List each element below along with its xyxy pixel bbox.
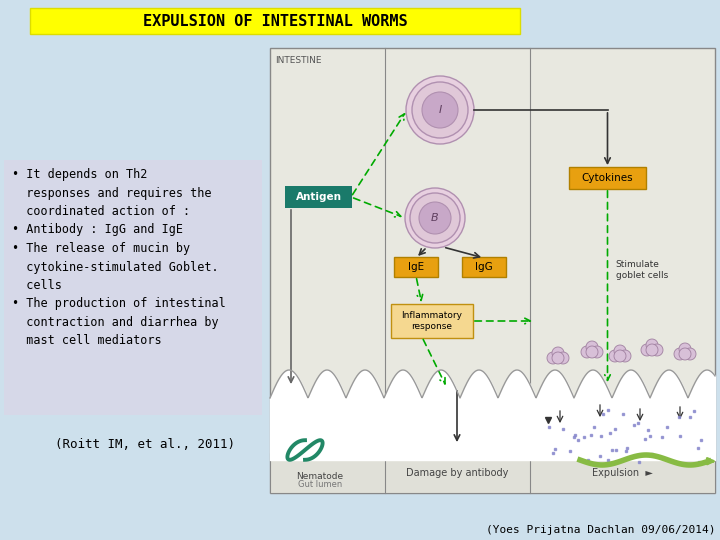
Text: IgE: IgE: [408, 262, 424, 272]
Text: IgG: IgG: [475, 262, 493, 272]
Circle shape: [547, 352, 559, 364]
FancyBboxPatch shape: [462, 257, 506, 277]
Circle shape: [679, 348, 691, 360]
Text: B: B: [431, 213, 438, 223]
FancyBboxPatch shape: [391, 304, 473, 338]
Circle shape: [646, 339, 658, 351]
Circle shape: [614, 350, 626, 362]
Text: (Yoes Prijatna Dachlan 09/06/2014): (Yoes Prijatna Dachlan 09/06/2014): [485, 525, 715, 535]
FancyBboxPatch shape: [4, 160, 262, 415]
Circle shape: [591, 346, 603, 358]
Text: Stimulate
goblet cells: Stimulate goblet cells: [616, 260, 667, 280]
Text: Expulsion  ►: Expulsion ►: [592, 468, 653, 478]
Ellipse shape: [417, 442, 497, 454]
Circle shape: [405, 188, 465, 248]
FancyBboxPatch shape: [569, 167, 646, 189]
Circle shape: [674, 348, 686, 360]
FancyBboxPatch shape: [285, 186, 352, 208]
Text: INTESTINE: INTESTINE: [275, 56, 322, 65]
Circle shape: [412, 82, 468, 138]
Circle shape: [684, 348, 696, 360]
Circle shape: [651, 344, 663, 356]
FancyBboxPatch shape: [30, 8, 520, 34]
Circle shape: [614, 345, 626, 357]
Circle shape: [679, 343, 691, 355]
Text: Inflammatory
response: Inflammatory response: [402, 311, 462, 331]
Text: (Roitt IM, et al., 2011): (Roitt IM, et al., 2011): [55, 438, 235, 451]
Circle shape: [619, 350, 631, 362]
Circle shape: [410, 193, 460, 243]
Text: Antigen: Antigen: [295, 192, 341, 202]
Circle shape: [586, 346, 598, 358]
Text: I: I: [438, 105, 441, 115]
Circle shape: [609, 350, 621, 362]
Text: • It depends on Th2
  responses and requires the
  coordinated action of :
• Ant: • It depends on Th2 responses and requir…: [12, 168, 226, 348]
FancyBboxPatch shape: [270, 453, 715, 493]
Circle shape: [586, 341, 598, 353]
Text: Damage by antibody: Damage by antibody: [406, 468, 509, 478]
Circle shape: [552, 347, 564, 359]
Circle shape: [581, 346, 593, 358]
Circle shape: [552, 352, 564, 364]
Circle shape: [419, 202, 451, 234]
FancyBboxPatch shape: [270, 48, 715, 493]
Circle shape: [641, 344, 653, 356]
Circle shape: [422, 92, 458, 128]
Text: EXPULSION OF INTESTINAL WORMS: EXPULSION OF INTESTINAL WORMS: [143, 14, 408, 29]
Text: Nematode: Nematode: [297, 472, 343, 481]
Text: Gut lumen: Gut lumen: [298, 480, 342, 489]
Circle shape: [646, 344, 658, 356]
Circle shape: [406, 76, 474, 144]
FancyBboxPatch shape: [394, 257, 438, 277]
Circle shape: [557, 352, 569, 364]
Text: Cytokines: Cytokines: [582, 173, 634, 183]
